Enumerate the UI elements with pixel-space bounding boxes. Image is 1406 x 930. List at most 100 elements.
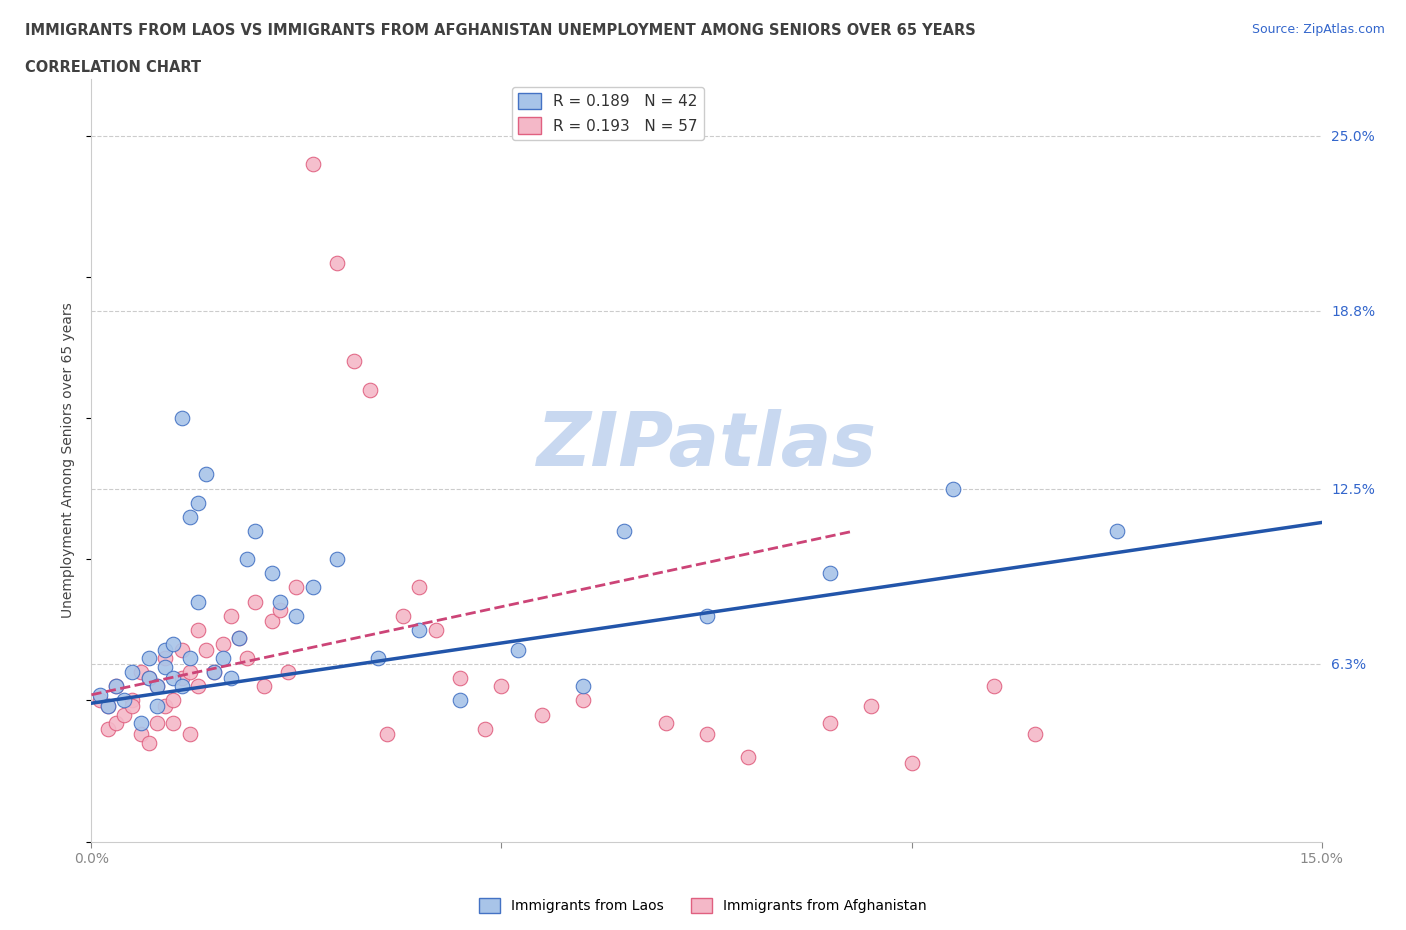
Point: [121, 698, 143, 713]
Point: [105, 679, 127, 694]
Point: [408, 580, 430, 595]
Point: [343, 354, 366, 369]
Point: [654, 715, 676, 730]
Legend: R = 0.189   N = 42, R = 0.193   N = 57: R = 0.189 N = 42, R = 0.193 N = 57: [512, 86, 704, 140]
Point: [367, 651, 389, 666]
Point: [301, 156, 323, 171]
Point: [260, 565, 283, 580]
Point: [491, 679, 513, 694]
Point: [1105, 524, 1128, 538]
Point: [179, 665, 201, 680]
Point: [219, 671, 242, 685]
Point: [146, 715, 169, 730]
Point: [162, 693, 184, 708]
Point: [162, 671, 184, 685]
Point: [202, 665, 225, 680]
Point: [269, 603, 291, 618]
Point: [153, 642, 177, 657]
Point: [818, 715, 841, 730]
Point: [359, 382, 381, 397]
Point: [129, 665, 152, 680]
Y-axis label: Unemployment Among Seniors over 65 years: Unemployment Among Seniors over 65 years: [62, 302, 76, 618]
Point: [449, 693, 471, 708]
Point: [245, 594, 267, 609]
Point: [818, 565, 841, 580]
Point: [236, 651, 259, 666]
Point: [613, 524, 636, 538]
Point: [253, 679, 276, 694]
Point: [97, 698, 120, 713]
Point: [425, 622, 447, 637]
Point: [260, 614, 283, 629]
Point: [121, 693, 143, 708]
Point: [326, 255, 349, 270]
Point: [449, 671, 471, 685]
Point: [89, 693, 111, 708]
Point: [375, 727, 398, 742]
Point: [170, 410, 193, 425]
Point: [285, 608, 308, 623]
Text: IMMIGRANTS FROM LAOS VS IMMIGRANTS FROM AFGHANISTAN UNEMPLOYMENT AMONG SENIORS O: IMMIGRANTS FROM LAOS VS IMMIGRANTS FROM …: [25, 23, 976, 38]
Point: [179, 727, 201, 742]
Point: [202, 665, 225, 680]
Point: [89, 687, 111, 702]
Point: [474, 722, 496, 737]
Point: [277, 665, 299, 680]
Point: [97, 722, 120, 737]
Point: [153, 651, 177, 666]
Point: [195, 642, 218, 657]
Point: [187, 679, 209, 694]
Point: [695, 608, 717, 623]
Point: [211, 636, 233, 651]
Point: [219, 608, 242, 623]
Point: [97, 698, 120, 713]
Point: [859, 698, 882, 713]
Point: [129, 727, 152, 742]
Legend: Immigrants from Laos, Immigrants from Afghanistan: Immigrants from Laos, Immigrants from Af…: [474, 892, 932, 919]
Point: [162, 715, 184, 730]
Point: [146, 679, 169, 694]
Point: [105, 715, 127, 730]
Point: [153, 698, 177, 713]
Point: [170, 679, 193, 694]
Point: [162, 636, 184, 651]
Point: [129, 715, 152, 730]
Point: [105, 679, 127, 694]
Text: ZIPatlas: ZIPatlas: [537, 408, 876, 482]
Point: [572, 693, 595, 708]
Point: [195, 467, 218, 482]
Point: [121, 665, 143, 680]
Point: [245, 524, 267, 538]
Point: [112, 693, 135, 708]
Point: [408, 622, 430, 637]
Point: [392, 608, 415, 623]
Point: [737, 750, 759, 764]
Point: [187, 496, 209, 511]
Point: [138, 651, 160, 666]
Point: [138, 671, 160, 685]
Point: [179, 651, 201, 666]
Point: [695, 727, 717, 742]
Point: [228, 631, 250, 645]
Point: [179, 510, 201, 525]
Text: CORRELATION CHART: CORRELATION CHART: [25, 60, 201, 75]
Point: [506, 642, 529, 657]
Point: [531, 707, 554, 722]
Point: [187, 594, 209, 609]
Point: [138, 736, 160, 751]
Point: [228, 631, 250, 645]
Point: [187, 622, 209, 637]
Point: [269, 594, 291, 609]
Point: [572, 679, 595, 694]
Point: [146, 698, 169, 713]
Text: Source: ZipAtlas.com: Source: ZipAtlas.com: [1251, 23, 1385, 36]
Point: [153, 659, 177, 674]
Point: [301, 580, 323, 595]
Point: [112, 707, 135, 722]
Point: [146, 679, 169, 694]
Point: [138, 671, 160, 685]
Point: [983, 679, 1005, 694]
Point: [211, 651, 233, 666]
Point: [326, 551, 349, 566]
Point: [236, 551, 259, 566]
